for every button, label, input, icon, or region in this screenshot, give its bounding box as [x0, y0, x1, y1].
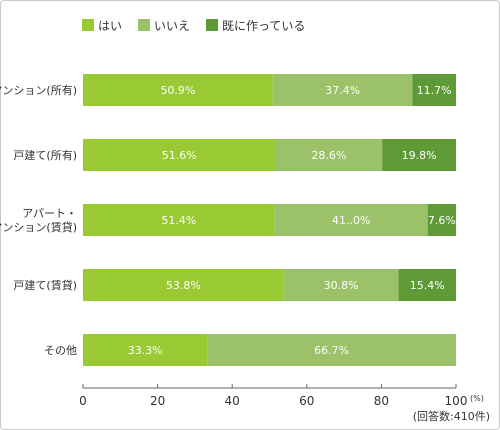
data-label: 37.4% [325, 84, 360, 97]
x-tick-label: 60 [299, 394, 314, 408]
footnote-response-count: (回答数:410件) [413, 409, 490, 423]
bar-segment-already [427, 204, 456, 236]
data-label: 51.6% [162, 149, 197, 162]
data-label: 30.8% [324, 279, 359, 292]
bar-segment-no [274, 204, 428, 236]
category-label: その他 [44, 344, 77, 357]
data-label: 19.8% [402, 149, 437, 162]
x-tick-label: 0 [79, 394, 87, 408]
bar-segment-no [272, 74, 413, 106]
category-label: 戸建て(所有) [13, 148, 77, 162]
legend-item-yes-label: はい [98, 19, 122, 33]
category-label: 戸建て(賃貸) [13, 278, 77, 292]
bar-segment-already [398, 269, 456, 301]
bar-segment-no [283, 269, 399, 301]
legend-item-no-label: いいえ [154, 19, 190, 33]
bar-segment-already [412, 74, 456, 106]
data-label: 66.7% [314, 344, 349, 357]
data-label: 15.4% [410, 279, 445, 292]
data-label: 7.6% [428, 214, 456, 227]
bar-segment-no [275, 139, 383, 171]
legend-item-no-swatch [138, 19, 150, 31]
bar-segment-yes [83, 139, 276, 171]
bar-segment-yes [83, 334, 208, 366]
legend-item-yes-swatch [82, 19, 94, 31]
x-axis-unit: (%) [470, 394, 484, 403]
bar-segment-yes [83, 74, 273, 106]
category-label: マンション(賃貸) [0, 220, 77, 234]
x-tick-label: 80 [374, 394, 389, 408]
legend-item-already-swatch [206, 19, 218, 31]
bar-segment-no [207, 334, 456, 366]
x-tick-label: 100 [445, 394, 468, 408]
data-label: 28.6% [311, 149, 346, 162]
bar-segment-yes [83, 204, 275, 236]
data-label: 33.3% [128, 344, 163, 357]
legend-item-already-label: 既に作っている [222, 19, 305, 33]
data-label: 53.8% [166, 279, 201, 292]
bar-segment-yes [83, 269, 284, 301]
data-label: 51.4% [161, 214, 196, 227]
data-label: 50.9% [160, 84, 195, 97]
category-label: アパート・ [22, 207, 77, 220]
data-label: 11.7% [417, 84, 452, 97]
data-label: 41..0% [332, 214, 370, 227]
bar-segment-already [382, 139, 456, 171]
x-tick-label: 20 [150, 394, 165, 408]
category-label: マンション(所有) [0, 83, 77, 97]
x-tick-label: 40 [225, 394, 240, 408]
